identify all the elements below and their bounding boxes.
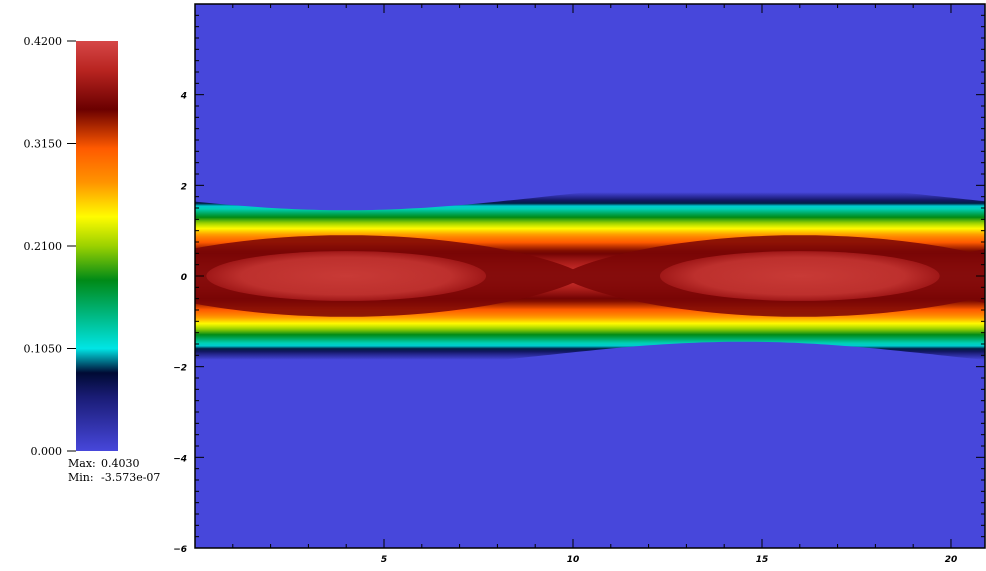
max-stat-value: 0.4030 bbox=[101, 457, 140, 470]
colorbar-tick-label: 0.000 bbox=[31, 445, 63, 458]
colorbar-tick-label: 0.1050 bbox=[24, 343, 63, 356]
x-tick-label: 20 bbox=[945, 555, 958, 565]
colorbar-tick-label: 0.3150 bbox=[24, 138, 63, 151]
colorbar-ramp bbox=[76, 41, 118, 451]
y-tick-label: 0 bbox=[181, 273, 187, 283]
x-tick-label: 15 bbox=[756, 555, 769, 565]
plot-area: 5 10 15 20 −6 −4 −2 0 2 4 bbox=[173, 3, 986, 565]
min-stat-value: -3.573e-07 bbox=[101, 471, 160, 484]
max-stat-label: Max: bbox=[68, 457, 96, 470]
x-tick-label: 10 bbox=[567, 555, 580, 565]
min-stat-label: Min: bbox=[68, 471, 94, 484]
island-core bbox=[659, 251, 940, 301]
colorbar-tick-label: 0.4200 bbox=[24, 35, 63, 48]
y-tick-label: 2 bbox=[181, 182, 187, 192]
y-tick-label: 4 bbox=[180, 92, 187, 102]
y-tick-label: −2 bbox=[173, 364, 187, 374]
axis-ticks: 5 10 15 20 −6 −4 −2 0 2 4 bbox=[173, 3, 985, 565]
colorbar: 0.000 0.1050 0.2100 0.3150 0.4200 bbox=[24, 35, 118, 458]
y-tick-label: −4 bbox=[173, 454, 187, 464]
colorbar-tick-label: 0.2100 bbox=[24, 240, 63, 253]
heatmap-field bbox=[195, 4, 985, 548]
x-tick-label: 5 bbox=[381, 555, 387, 565]
y-tick-label: −6 bbox=[173, 545, 187, 555]
island-core bbox=[206, 251, 487, 301]
